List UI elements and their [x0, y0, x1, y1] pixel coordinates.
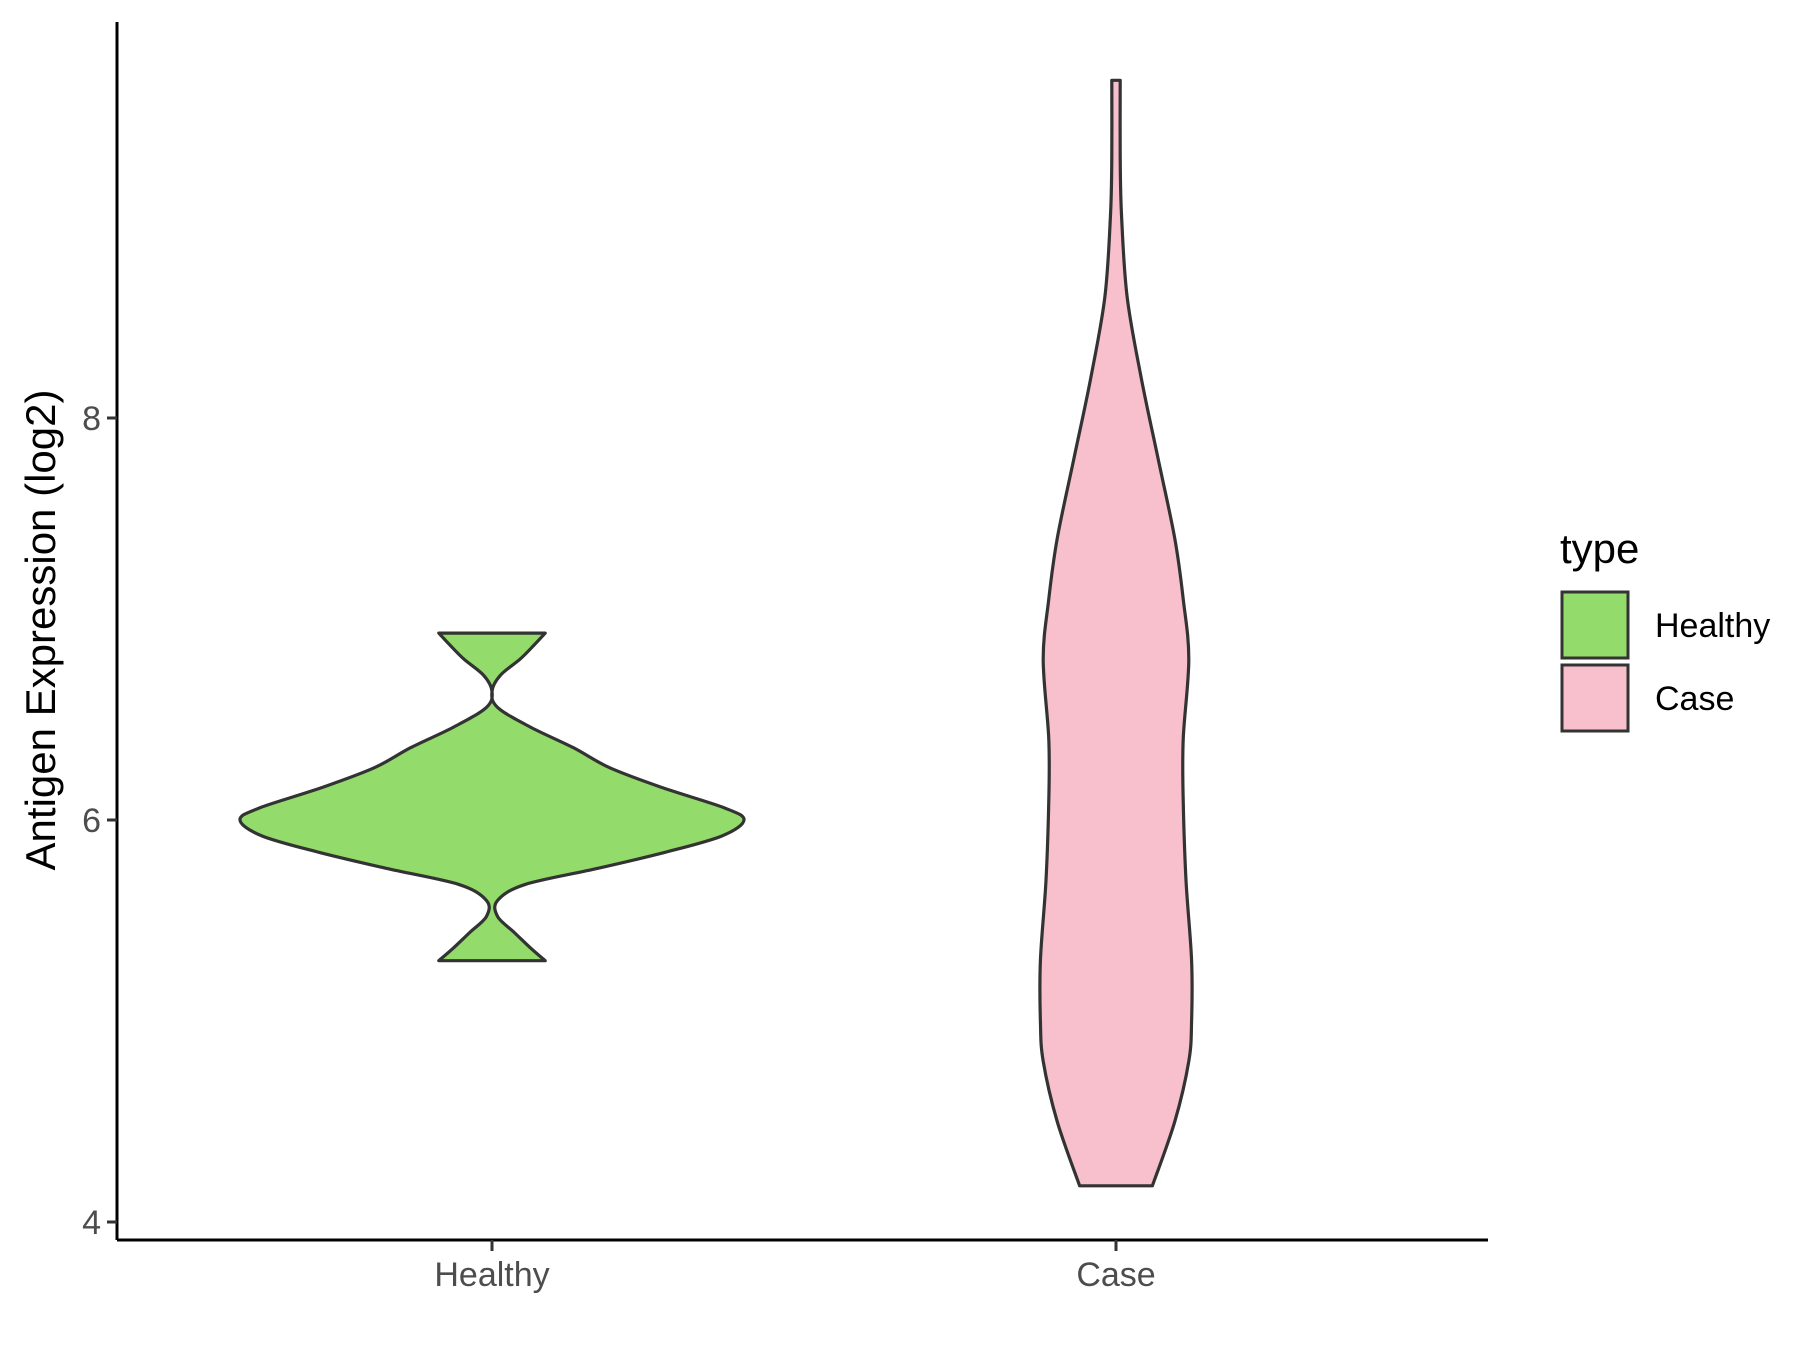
axes-layer	[115, 22, 1488, 1242]
y-tick-label: 6	[82, 802, 101, 840]
legend-label-healthy: Healthy	[1655, 607, 1770, 645]
violin-healthy	[238, 631, 746, 963]
legend-label-case: Case	[1655, 680, 1734, 718]
legend-swatch-case	[1560, 663, 1630, 733]
y-axis-title: Antigen Expression (log2)	[17, 390, 64, 871]
y-tick-label: 8	[82, 400, 101, 438]
violins-layer	[238, 78, 1194, 1188]
x-ticks-layer: Healthy Case	[434, 1240, 1156, 1294]
violin-case	[1038, 78, 1194, 1188]
y-tick-label: 4	[82, 1204, 101, 1242]
x-tick-label: Healthy	[434, 1256, 549, 1294]
legend-swatch-healthy	[1560, 590, 1630, 660]
y-ticks-layer: 4 6 8	[82, 400, 117, 1242]
legend: type Healthy Case	[1560, 525, 1770, 733]
legend-title: type	[1560, 525, 1639, 572]
x-tick-label: Case	[1076, 1256, 1155, 1294]
